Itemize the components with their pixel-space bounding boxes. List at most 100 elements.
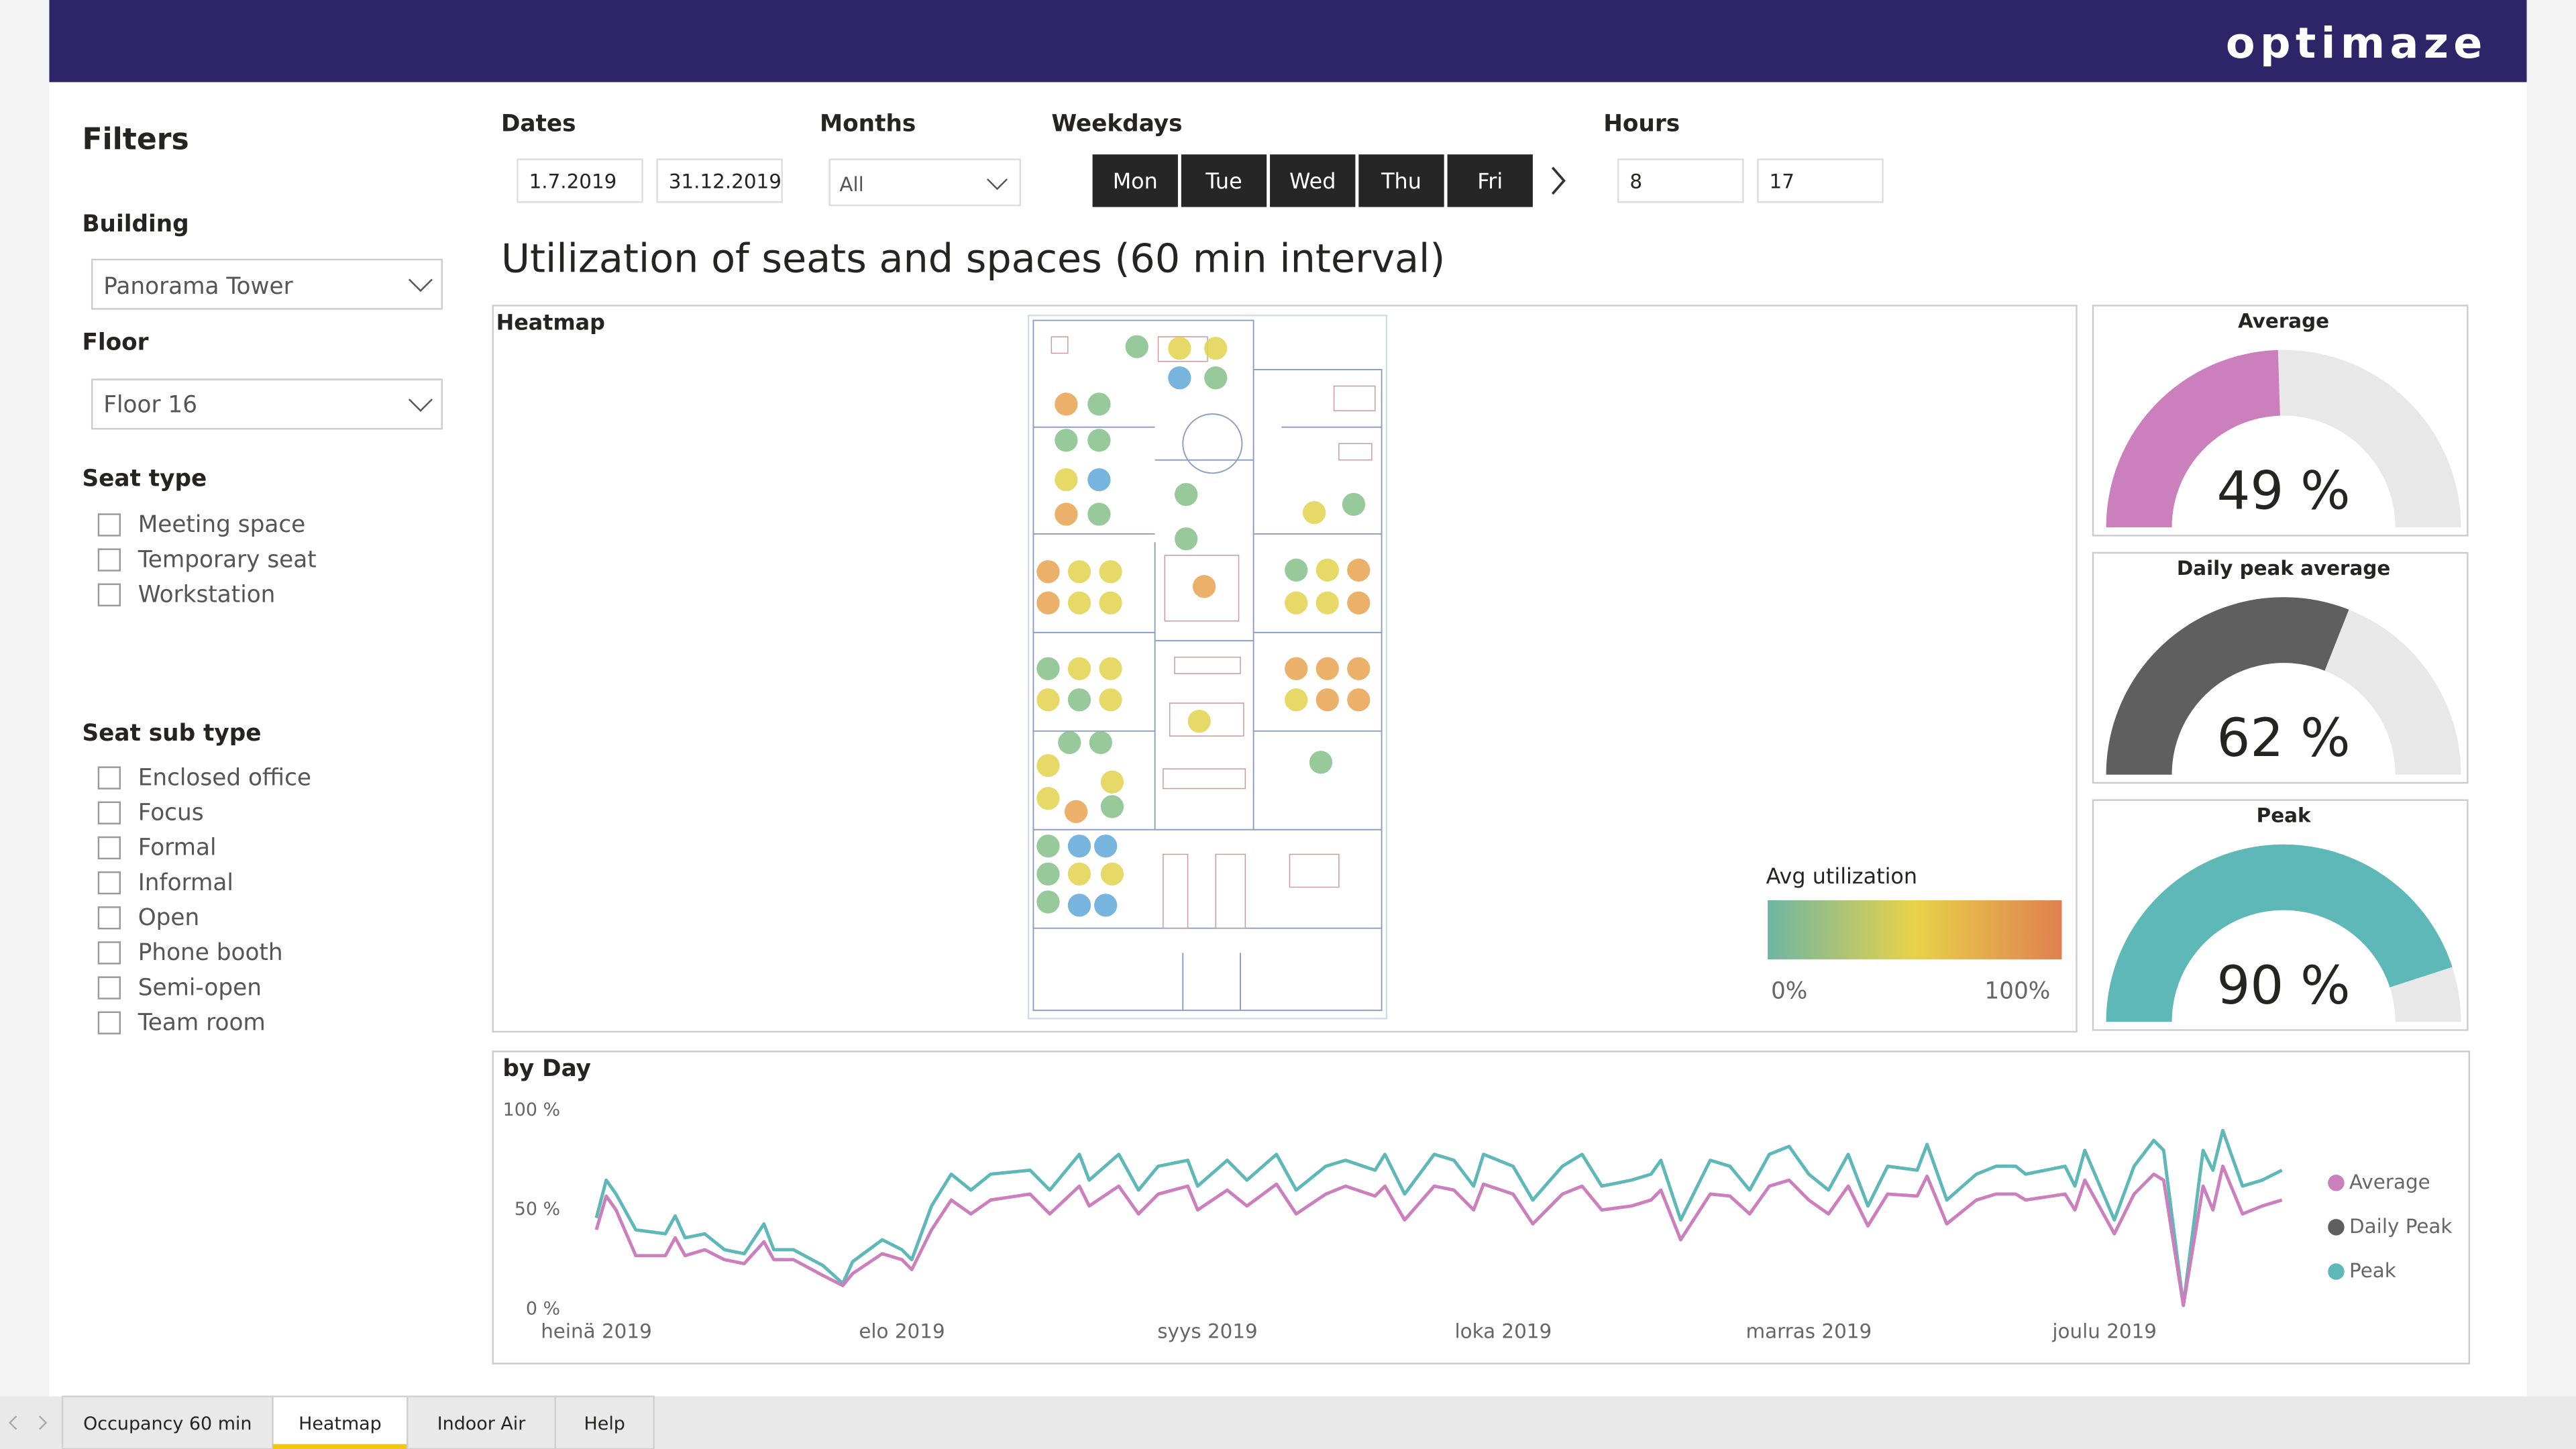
hour-input[interactable]	[1617, 158, 1744, 203]
seat-dot	[1036, 862, 1060, 885]
seat-dot	[1067, 560, 1091, 584]
x-tick-label: syys 2019	[1157, 1320, 1257, 1343]
date-input[interactable]	[656, 158, 783, 203]
checkbox[interactable]	[97, 836, 121, 860]
seat-dot	[1285, 591, 1308, 614]
checkbox[interactable]	[97, 583, 121, 606]
gauge-value-label: 62 %	[2217, 708, 2351, 769]
checkbox-label: Team room	[138, 1009, 266, 1036]
page-title: Utilization of seats and spaces (60 min …	[501, 235, 1445, 281]
seat-dot	[1087, 429, 1111, 452]
chevron	[986, 178, 1008, 191]
seat-dot	[1100, 862, 1124, 885]
dropdown-value: Floor 16	[103, 391, 197, 418]
seat-dot	[1100, 795, 1124, 818]
hour-from: 8	[1629, 170, 1642, 193]
seat-dot	[1036, 890, 1060, 914]
seat-dot	[1303, 500, 1326, 525]
seat-dot	[1094, 835, 1118, 858]
legend-swatch	[2328, 1219, 2345, 1236]
checkbox-label: Meeting space	[138, 511, 306, 538]
checkbox-label: Workstation	[138, 582, 276, 608]
tab-underline	[272, 1444, 408, 1449]
seat-dot	[1055, 502, 1078, 526]
weekday-button[interactable]	[1181, 154, 1267, 207]
checkbox-label: Semi-open	[138, 974, 262, 1001]
x-tick-label: loka 2019	[1454, 1320, 1552, 1343]
weekday-button[interactable]	[1358, 154, 1444, 207]
checkbox-label: Open	[138, 904, 200, 931]
legend-swatch	[2328, 1175, 2345, 1191]
series-line	[594, 1165, 2283, 1307]
checkbox[interactable]	[97, 548, 121, 572]
seat-dot	[1036, 591, 1060, 614]
seat-dot	[1058, 731, 1081, 755]
tab[interactable]	[272, 1395, 409, 1449]
weekday-next[interactable]	[1551, 166, 1566, 195]
seat-dot	[1316, 657, 1339, 680]
gauge-value	[2106, 844, 2453, 1022]
tab-scroll[interactable]	[8, 1415, 48, 1430]
date-input[interactable]	[517, 158, 643, 203]
filter-label: Seat sub type	[82, 720, 261, 747]
weekday-button[interactable]	[1092, 154, 1178, 207]
chevron	[408, 398, 433, 412]
line-panel	[492, 1051, 2471, 1364]
seat-dot	[1036, 657, 1060, 680]
weekday-label: Wed	[1289, 168, 1336, 194]
x-tick-label: joulu 2019	[2051, 1320, 2157, 1343]
seat-dot	[1285, 558, 1308, 582]
weekday-button[interactable]	[1447, 154, 1533, 207]
hour-to: 17	[1770, 170, 1794, 193]
brand: optimaze	[2226, 19, 2487, 68]
legend-label: Average	[2349, 1171, 2430, 1193]
hour-input[interactable]	[1757, 158, 1884, 203]
panel-title: Heatmap	[496, 309, 605, 335]
tab[interactable]	[554, 1395, 655, 1449]
seat-dot	[1285, 688, 1308, 712]
checkbox-label: Focus	[138, 799, 204, 826]
tab[interactable]	[407, 1395, 556, 1449]
checkbox[interactable]	[97, 1011, 121, 1034]
seat-dot	[1067, 591, 1091, 614]
building-dropdown[interactable]	[91, 258, 443, 310]
floor-dropdown[interactable]	[91, 378, 443, 430]
tab-label: Occupancy 60 min	[83, 1413, 252, 1434]
tab-label: Heatmap	[299, 1413, 382, 1434]
scale-min: 0%	[1771, 978, 1807, 1005]
seat-dot	[1099, 560, 1122, 584]
seat-dot	[1316, 591, 1339, 614]
checkbox-label: Phone booth	[138, 939, 283, 966]
y-tick-label: 100 %	[503, 1099, 561, 1120]
tab[interactable]	[61, 1395, 274, 1449]
seat-dot	[1100, 770, 1124, 794]
seat-dot	[1067, 688, 1091, 712]
seat-dot	[1067, 657, 1091, 680]
control-label: Months	[820, 111, 916, 138]
seat-dot	[1036, 560, 1060, 584]
checkbox[interactable]	[97, 766, 121, 790]
date-to: 31.12.2019	[669, 170, 782, 193]
checkbox[interactable]	[97, 941, 121, 965]
seat-dot	[1347, 591, 1371, 614]
chevron	[408, 278, 433, 292]
stair	[1182, 413, 1243, 474]
checkbox[interactable]	[97, 801, 121, 824]
seat-dot	[1087, 392, 1111, 416]
checkbox[interactable]	[97, 871, 121, 895]
months-dropdown[interactable]	[828, 158, 1022, 207]
seat-dot	[1087, 468, 1111, 492]
legend-label: Daily Peak	[2349, 1215, 2452, 1238]
weekday-label: Mon	[1113, 168, 1158, 194]
seat-dot	[1055, 429, 1078, 452]
seat-dot	[1036, 754, 1060, 777]
seat-dot	[1067, 835, 1091, 858]
checkbox[interactable]	[97, 976, 121, 1000]
chart-title: by Day	[502, 1055, 591, 1082]
seat-dot	[1316, 558, 1339, 582]
checkbox[interactable]	[97, 906, 121, 930]
tab-label: Indoor Air	[437, 1413, 527, 1434]
weekday-button[interactable]	[1270, 154, 1356, 207]
checkbox[interactable]	[97, 513, 121, 537]
